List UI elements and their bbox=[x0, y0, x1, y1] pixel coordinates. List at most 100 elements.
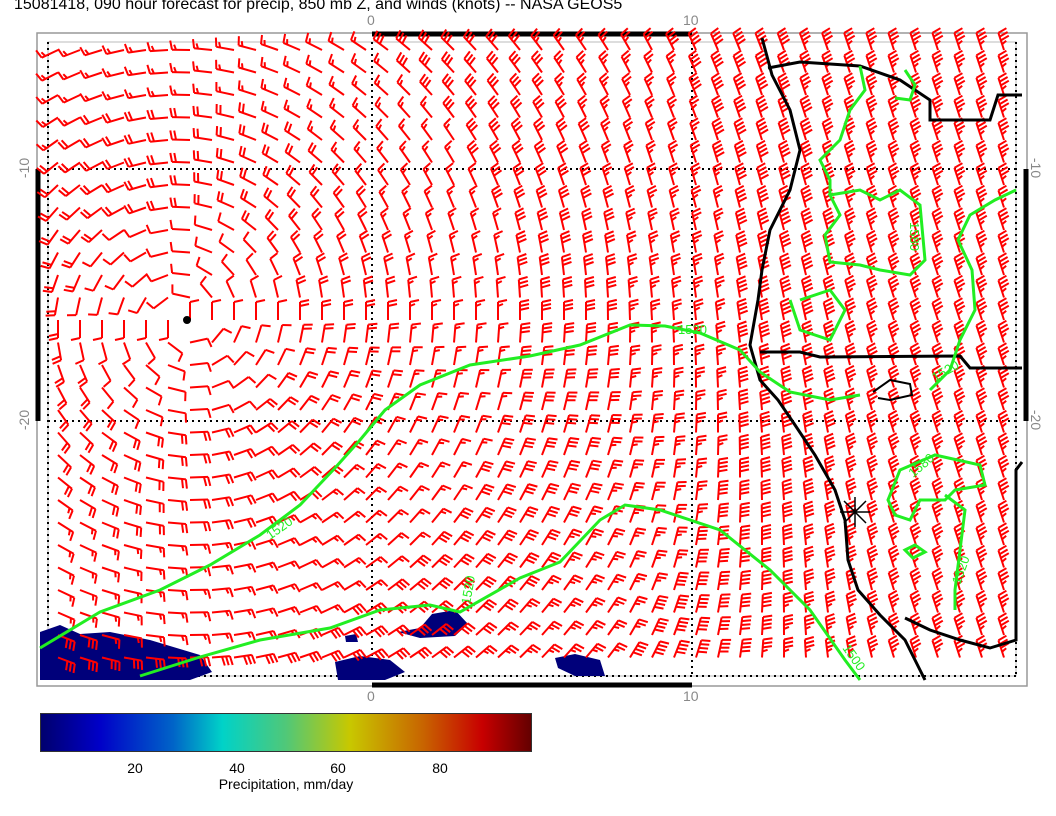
wind-barb bbox=[997, 522, 1010, 546]
wind-barb bbox=[887, 454, 900, 478]
wind-barb bbox=[352, 118, 367, 141]
wind-barb bbox=[350, 31, 367, 51]
wind-barb bbox=[953, 207, 966, 231]
wind-barb bbox=[711, 139, 725, 163]
wind-barb bbox=[101, 589, 121, 605]
wind-barb bbox=[497, 322, 509, 343]
wind-barb bbox=[409, 531, 432, 546]
wind-barb bbox=[650, 298, 661, 321]
wind-barb bbox=[431, 322, 443, 343]
wind-barb bbox=[909, 454, 922, 478]
wind-barb bbox=[887, 94, 900, 118]
wind-barb bbox=[557, 162, 569, 186]
wind-barb bbox=[931, 432, 944, 456]
wind-barb bbox=[189, 337, 213, 348]
wind-barb bbox=[800, 252, 814, 276]
wind-barb bbox=[101, 45, 125, 55]
wind-barb bbox=[488, 117, 501, 141]
wind-barb bbox=[79, 499, 97, 519]
wind-barb bbox=[407, 275, 418, 298]
wind-barb bbox=[497, 299, 508, 320]
wind-barb bbox=[669, 230, 681, 253]
wind-barb bbox=[387, 578, 411, 591]
wind-barb bbox=[803, 568, 815, 591]
wind-barb bbox=[953, 252, 966, 276]
wind-barb bbox=[541, 620, 563, 636]
wind-barb bbox=[931, 274, 944, 298]
wind-barb bbox=[800, 162, 813, 186]
wind-barb bbox=[778, 207, 792, 231]
wind-barb bbox=[975, 409, 988, 433]
wind-barb bbox=[866, 454, 878, 478]
wind-barb bbox=[101, 182, 125, 194]
wind-barb bbox=[269, 252, 279, 276]
wind-barb bbox=[467, 162, 477, 186]
wind-barb bbox=[285, 164, 301, 186]
lon-tick-top-10: 10 bbox=[683, 12, 699, 28]
wind-barb bbox=[671, 298, 682, 321]
wind-barb bbox=[601, 162, 613, 186]
wind-barb bbox=[101, 159, 125, 170]
wind-barb bbox=[519, 414, 536, 433]
wind-barb bbox=[343, 648, 367, 662]
wind-barb bbox=[584, 276, 595, 298]
wind-barb bbox=[931, 252, 944, 276]
contour-1580 bbox=[823, 188, 927, 277]
wind-barb bbox=[866, 635, 879, 658]
wind-barb bbox=[779, 252, 792, 276]
wind-barb bbox=[695, 594, 710, 613]
wind-barb bbox=[909, 432, 922, 456]
wind-barb bbox=[167, 409, 187, 423]
wind-barb bbox=[36, 184, 59, 199]
wind-barb bbox=[238, 102, 257, 119]
wind-barb bbox=[975, 589, 988, 613]
wind-barb bbox=[629, 618, 649, 636]
wind-barb bbox=[57, 116, 81, 127]
wind-barb bbox=[739, 592, 752, 613]
wind-barb bbox=[931, 567, 944, 591]
wind-barb bbox=[651, 595, 669, 613]
wind-barb bbox=[233, 653, 257, 666]
wind-barb bbox=[145, 296, 169, 310]
wind-barb bbox=[735, 230, 748, 253]
wind-barb bbox=[332, 185, 345, 209]
wind-barb bbox=[666, 117, 678, 141]
wind-barb bbox=[642, 27, 654, 51]
wind-barb bbox=[975, 342, 988, 366]
wind-barb bbox=[365, 532, 388, 546]
wind-barb bbox=[733, 117, 747, 141]
wind-barb bbox=[264, 208, 279, 231]
wind-barb bbox=[865, 297, 878, 321]
wind-barb bbox=[121, 342, 132, 366]
wind-barb bbox=[58, 184, 81, 197]
contour-1520 bbox=[928, 188, 1017, 392]
wind-barb bbox=[211, 403, 235, 414]
wind-barb bbox=[321, 488, 345, 501]
wind-barb bbox=[622, 117, 634, 141]
wind-barb bbox=[365, 346, 380, 366]
wind-barb bbox=[409, 415, 428, 433]
wind-barb bbox=[781, 478, 793, 501]
wind-barb bbox=[475, 483, 495, 501]
wind-barb bbox=[909, 94, 922, 118]
wind-barb bbox=[519, 322, 531, 343]
wind-barb bbox=[575, 50, 587, 74]
wind-barb bbox=[431, 553, 454, 569]
wind-barb bbox=[255, 324, 271, 343]
wind-barb bbox=[997, 72, 1010, 96]
wind-barb bbox=[710, 94, 725, 118]
wind-barb bbox=[865, 274, 878, 298]
wind-barb bbox=[909, 49, 922, 73]
wind-barb bbox=[145, 200, 169, 212]
lon-tick-bottom-10: 10 bbox=[683, 688, 699, 704]
wind-barb bbox=[475, 552, 497, 569]
wind-barb bbox=[354, 162, 367, 186]
wind-barb bbox=[321, 534, 345, 546]
wind-barb bbox=[756, 162, 769, 186]
wind-barb bbox=[249, 274, 260, 298]
wind-barb bbox=[136, 320, 147, 341]
wind-barb bbox=[710, 72, 725, 96]
wind-barb bbox=[739, 456, 750, 478]
wind-barb bbox=[321, 323, 335, 343]
wind-barb bbox=[497, 621, 520, 636]
